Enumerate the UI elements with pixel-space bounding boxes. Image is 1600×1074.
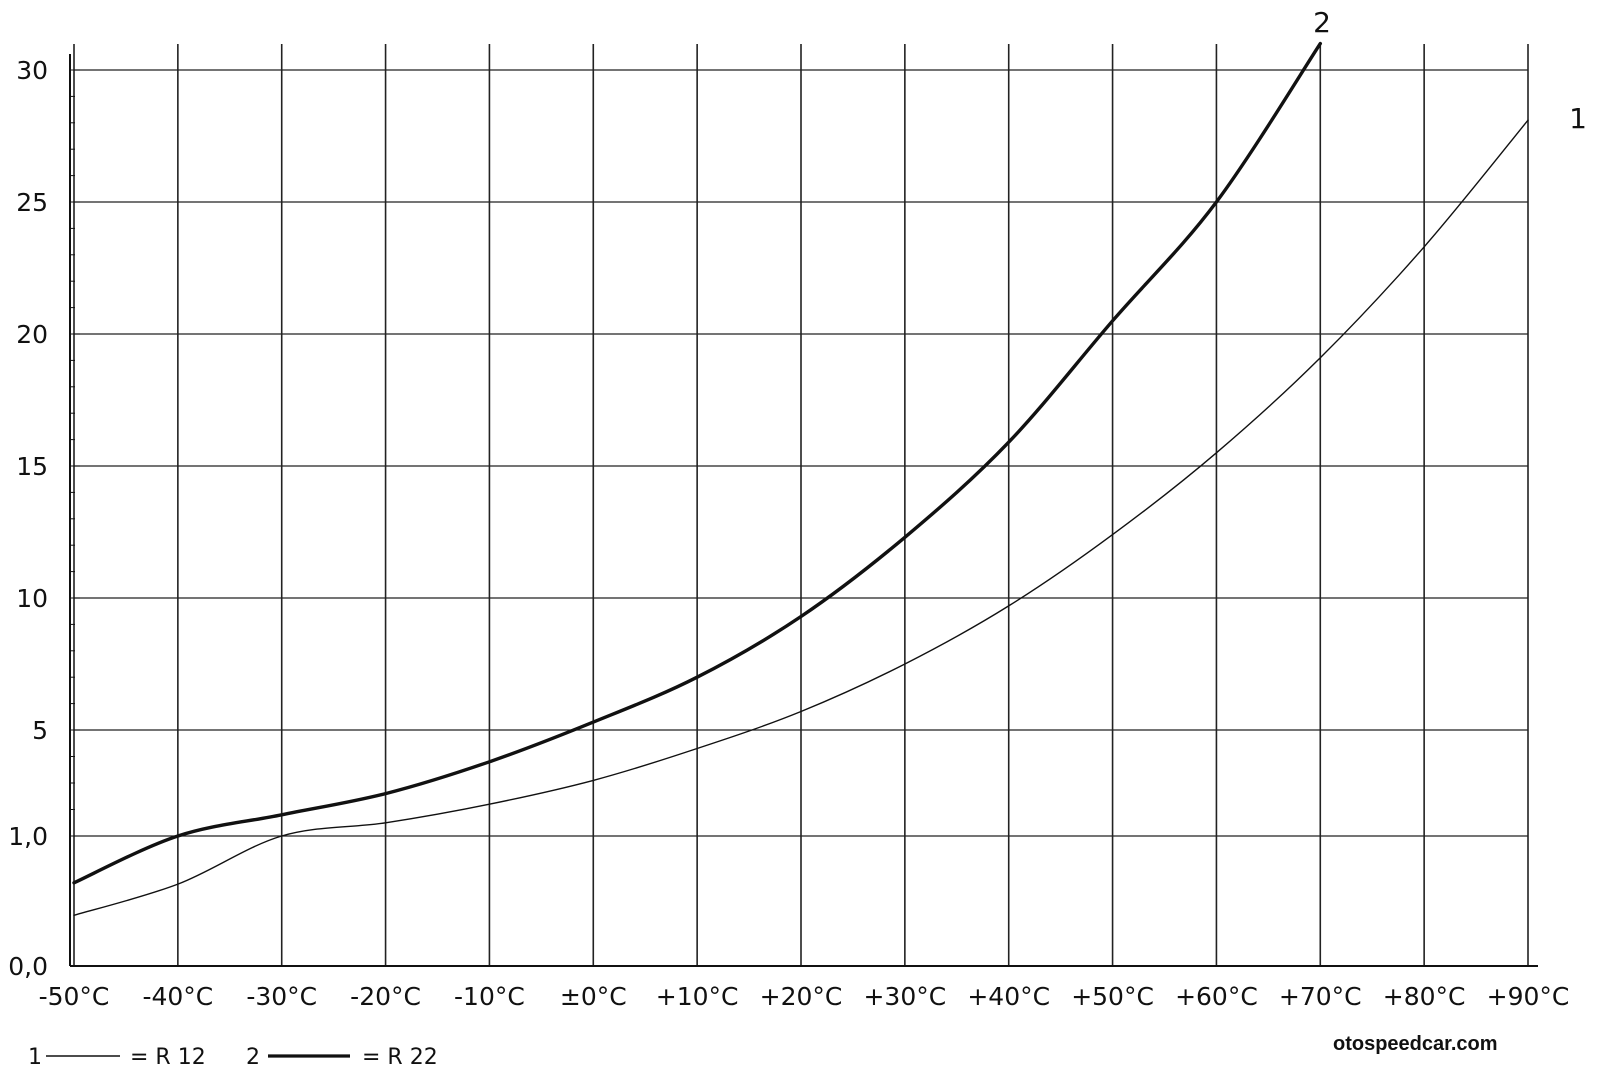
legend-number-2: 2 [246, 1045, 260, 1070]
grid [73, 44, 1529, 966]
x-tick-label-14: +90°C [1487, 982, 1570, 1011]
x-tick-label-7: +20°C [760, 982, 843, 1011]
legend-value-1: = R 12 [130, 1045, 206, 1070]
x-tick-label-5: ±0°C [560, 982, 627, 1011]
x-tick-label-2: -30°C [246, 982, 317, 1011]
y-tick-label-5: 20 [16, 320, 48, 349]
x-tick-label-6: +10°C [656, 982, 739, 1011]
y-tick-label-7: 30 [16, 56, 48, 85]
x-tick-label-0: -50°C [39, 982, 110, 1011]
y-tick-label-2: 5 [32, 716, 48, 745]
y-tick-label-1: 1,0 [8, 822, 48, 851]
series-end-label-1: 1 [1569, 102, 1587, 135]
x-tick-label-8: +30°C [863, 982, 946, 1011]
x-tick-label-10: +50°C [1071, 982, 1154, 1011]
legend: 1 = R 12 2 = R 22 [28, 1045, 438, 1070]
x-tick-labels: -50°C -40°C -30°C -20°C -10°C ±0°C +10°C +20°C +… [39, 982, 1570, 1011]
x-tick-label-13: +80°C [1383, 982, 1466, 1011]
series-line-1 [73, 119, 1529, 916]
x-tick-label-1: -40°C [142, 982, 213, 1011]
legend-number-1: 1 [28, 1045, 42, 1070]
y-tick-label-4: 15 [16, 452, 48, 481]
y-tick-label-6: 25 [16, 188, 48, 217]
x-tick-label-9: +40°C [967, 982, 1050, 1011]
series-line-2 [72, 41, 1322, 885]
y-tick-labels: 0,0 1,0 5 10 15 20 25 30 [8, 56, 48, 981]
x-tick-label-11: +60°C [1175, 982, 1258, 1011]
series-end-label-2: 2 [1313, 6, 1331, 39]
y-tick-label-3: 10 [16, 584, 48, 613]
x-tick-label-12: +70°C [1279, 982, 1362, 1011]
y-tick-label-0: 0,0 [8, 952, 48, 981]
watermark: otospeedcar.com [1333, 1033, 1498, 1055]
axes [69, 54, 1538, 967]
x-tick-label-4: -10°C [454, 982, 525, 1011]
series-lines [72, 41, 1529, 916]
legend-value-2: = R 22 [362, 1045, 438, 1070]
x-tick-label-3: -20°C [350, 982, 421, 1011]
